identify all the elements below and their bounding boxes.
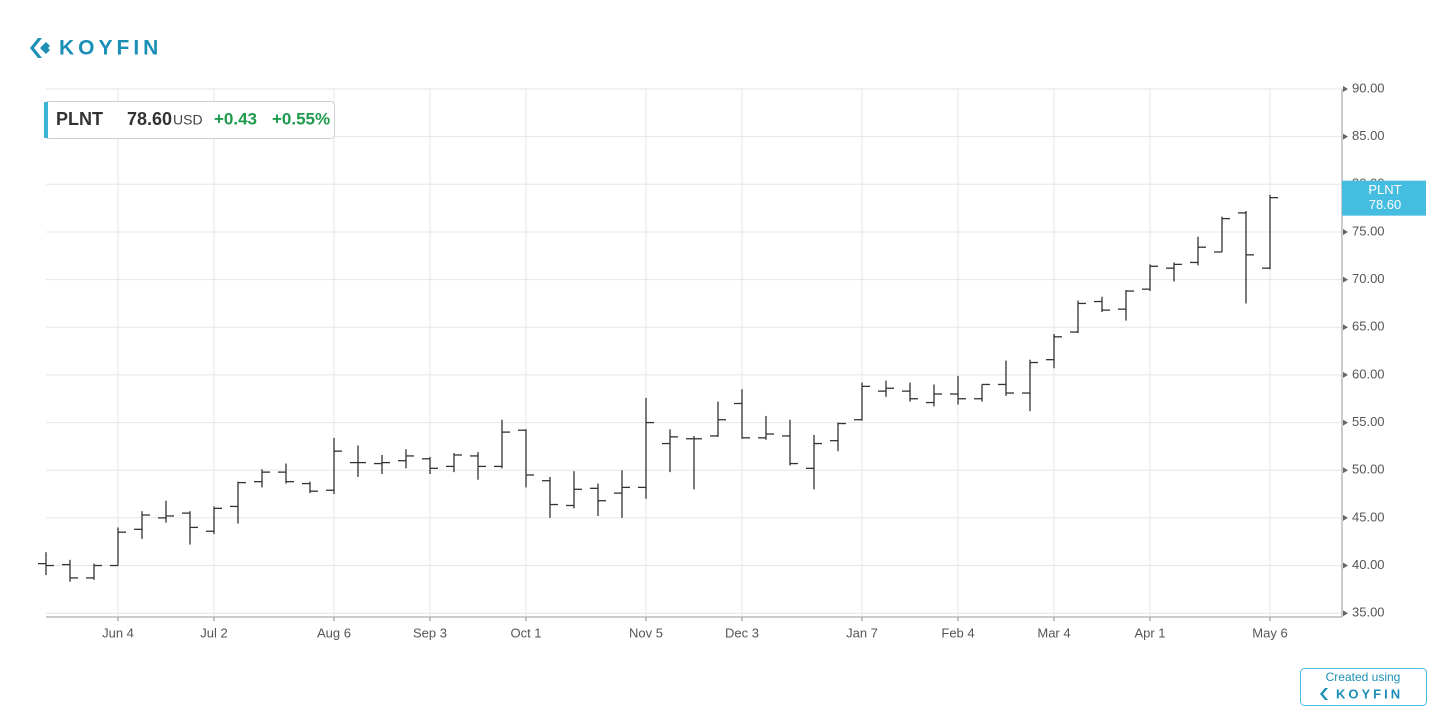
price-tag-ticker: PLNT bbox=[1368, 182, 1401, 197]
y-tick-mark bbox=[1343, 610, 1348, 617]
y-tick-mark bbox=[1343, 562, 1348, 569]
y-tick-label: 70.00 bbox=[1352, 271, 1385, 286]
footer-text: Created using bbox=[1326, 670, 1401, 684]
price-tag-value: 78.60 bbox=[1369, 197, 1402, 212]
price-tag bbox=[1342, 180, 1426, 216]
footer-frame bbox=[1300, 668, 1427, 706]
y-tick-label: 90.00 bbox=[1352, 80, 1385, 95]
x-tick-label: Sep 3 bbox=[413, 625, 447, 640]
y-tick-mark bbox=[1343, 133, 1348, 140]
change: +0.43 bbox=[214, 109, 257, 128]
y-tick-label: 85.00 bbox=[1352, 128, 1385, 143]
footer-icon bbox=[1320, 688, 1328, 700]
x-tick-label: Jul 2 bbox=[200, 625, 227, 640]
y-tick-label: 50.00 bbox=[1352, 462, 1385, 477]
x-tick-label: Mar 4 bbox=[1037, 625, 1070, 640]
change-percent: +0.55% bbox=[272, 109, 330, 128]
x-tick-label: Jan 7 bbox=[846, 625, 878, 640]
y-tick-mark bbox=[1343, 86, 1348, 92]
x-tick-label: Dec 3 bbox=[725, 625, 759, 640]
footer-brand: KOYFIN bbox=[1336, 686, 1403, 701]
footer-badge: Created using KOYFIN bbox=[1300, 668, 1427, 706]
y-tick-label: 75.00 bbox=[1352, 223, 1385, 238]
x-tick-label: Nov 5 bbox=[629, 625, 663, 640]
x-tick-label: Jun 4 bbox=[102, 625, 134, 640]
y-tick-mark bbox=[1343, 324, 1348, 331]
plot-area: 35.00 40.00 45.00 50.00 55.00 60.00 65.00 70.00… bbox=[38, 80, 1426, 640]
logo: KOYFIN bbox=[30, 37, 162, 60]
y-tick-label: 60.00 bbox=[1352, 366, 1385, 381]
x-tick-label: Feb 4 bbox=[941, 625, 974, 640]
y-tick-label: 40.00 bbox=[1352, 557, 1385, 572]
ticker: PLNT bbox=[56, 109, 103, 129]
quote-box: PLNT 78.60 USD +0.43 +0.55% bbox=[44, 101, 335, 139]
quote-accent bbox=[44, 102, 48, 138]
y-tick-label: 45.00 bbox=[1352, 509, 1385, 524]
y-tick-label: 55.00 bbox=[1352, 414, 1385, 429]
y-tick-mark bbox=[1343, 276, 1348, 283]
price: 78.60 bbox=[127, 109, 172, 129]
x-tick-label: Apr 1 bbox=[1134, 625, 1165, 640]
y-tick-mark bbox=[1343, 514, 1348, 521]
y-tick-label: 65.00 bbox=[1352, 319, 1385, 334]
logo-text: KOYFIN bbox=[59, 37, 162, 60]
y-tick-mark bbox=[1343, 419, 1348, 426]
currency: USD bbox=[173, 112, 203, 128]
x-tick-label: Aug 6 bbox=[317, 625, 351, 640]
y-tick-label: 35.00 bbox=[1352, 605, 1385, 620]
y-tick-mark bbox=[1343, 228, 1348, 235]
logo-icon bbox=[30, 38, 50, 58]
x-tick-label: Oct 1 bbox=[510, 625, 541, 640]
x-tick-label: May 6 bbox=[1252, 625, 1287, 640]
y-tick-mark bbox=[1343, 467, 1348, 474]
y-tick-mark bbox=[1343, 371, 1348, 378]
